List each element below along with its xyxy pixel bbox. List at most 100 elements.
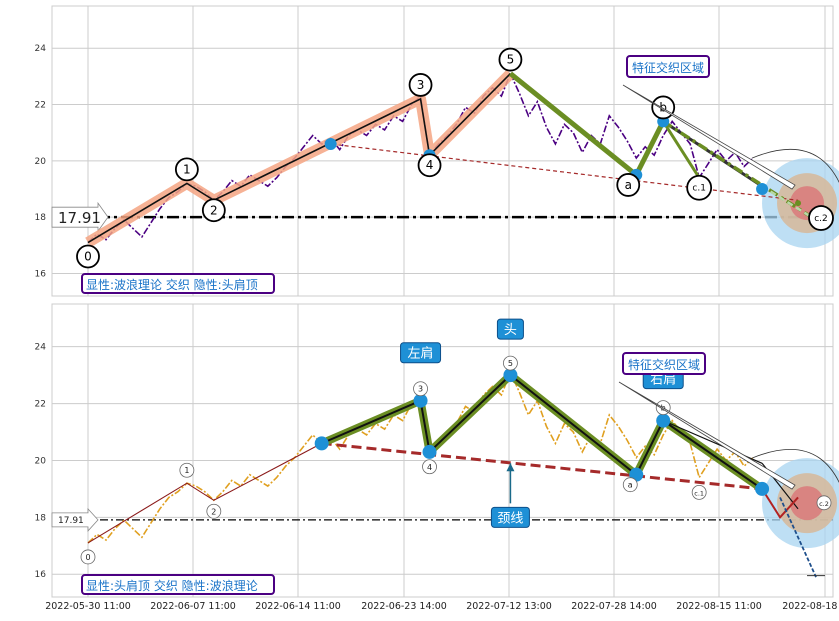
wave-label-circle (413, 381, 428, 397)
wave-label-text: c.2 (819, 500, 829, 508)
wave-label-text: 1 (183, 162, 191, 176)
wave-label-circle (408, 73, 433, 97)
bottom-panel: 161820222417.91012345abc.1c.2左肩头右肩颈线2022… (35, 303, 839, 612)
support-label-flag (51, 201, 109, 233)
hs-tail-line (761, 488, 799, 519)
zone-label-text: 特征交织区域 (628, 357, 700, 372)
wave-label-circle (808, 205, 834, 231)
legend-box (81, 273, 275, 294)
y-tick-label: 22 (35, 101, 46, 111)
y-tick-label: 16 (35, 570, 47, 580)
x-tick-label: 2022-08-15 11:00 (676, 601, 762, 612)
wave-label-text: a (625, 178, 632, 192)
neck-arrow-head (506, 463, 515, 472)
wave-label-circle (174, 157, 199, 182)
neck-label-box (490, 506, 530, 528)
wave-early-line (87, 442, 322, 544)
zone-arc (751, 449, 839, 484)
y-tick-label: 24 (35, 44, 47, 54)
y-tick-label: 20 (35, 157, 47, 167)
legend-box (81, 574, 275, 595)
hs-node-dot (314, 436, 329, 451)
legend-text: 显性:头肩顶 交织 隐性:波浪理论 (86, 578, 258, 593)
wave-label-text: 0 (84, 250, 92, 264)
hs-node-dot (503, 368, 518, 383)
top-panel: 16 18 20 22 24 17.91 0 1 2 3 4 5 a b c.1 c.2 特征交织区域显性:波浪… (35, 5, 839, 297)
y-tick-label: 18 (35, 513, 47, 523)
x-tick-label: 2022-07-28 14:00 (571, 601, 657, 612)
x-tick-label: 2022-06-23 14:00 (361, 601, 447, 612)
hs-node-dot (755, 481, 770, 496)
support-value-label: 17.91 (58, 209, 101, 227)
wave-c1-line (661, 120, 701, 179)
wave-label-text: 5 (507, 53, 515, 67)
wave-label-circle (80, 549, 96, 565)
x-tick-label: 2022-08-18 12:00 (782, 601, 839, 612)
wave-label-circle (422, 459, 437, 475)
wave-label-circle (76, 244, 100, 269)
x-tick-label: 2022-05-30 11:00 (45, 601, 131, 612)
zone-label-text: 特征交织区域 (632, 60, 704, 75)
wave-label-text: 3 (418, 385, 423, 394)
wave-label-text: c.1 (692, 184, 706, 194)
wave-end-dot (795, 200, 802, 207)
zone-pointer-arrow (622, 84, 796, 190)
wave-label-circle (616, 173, 641, 197)
wave-label-circle (417, 153, 442, 178)
wave-label-circle (691, 484, 707, 500)
zone-arc (751, 149, 839, 184)
wave-label-circle (686, 174, 713, 201)
support-label-flag (51, 507, 99, 532)
x-tick-label: 2022-07-12 13:00 (466, 601, 552, 612)
x-tick-label: 2022-06-07 11:00 (150, 601, 236, 612)
y-tick-label: 18 (35, 213, 47, 223)
plot-frame (51, 5, 834, 297)
wave-label-circle (816, 495, 832, 511)
wave-label-text: 4 (427, 463, 432, 472)
hs-name-text: 头 (504, 323, 517, 338)
y-tick-label: 16 (35, 269, 47, 279)
wave-label-text: 1 (184, 466, 189, 475)
x-tick-label: 2022-06-14 11:00 (255, 601, 341, 612)
wave-node-dot (324, 137, 337, 150)
hs-name-box (496, 318, 524, 340)
wave-impulse-line (87, 73, 511, 244)
wave-label-circle (201, 198, 226, 223)
hs-name-box (400, 342, 442, 364)
hs-node-dot (413, 393, 428, 408)
neckline (321, 441, 763, 491)
zone-pointer-arrow (618, 381, 796, 490)
zone-inner-circle (790, 486, 825, 521)
wave-label-text: c.1 (694, 489, 704, 497)
hs-node-dot (656, 413, 671, 428)
wave-label-circle (498, 47, 523, 72)
y-tick-label: 24 (35, 343, 47, 353)
wave-label-circle (179, 462, 195, 478)
zone-label-box (626, 55, 710, 78)
wave-node-dot (756, 183, 769, 196)
wave-label-text: 2 (211, 507, 216, 516)
y-tick-label: 22 (35, 400, 46, 410)
wave-label-text: 2 (210, 203, 218, 217)
hs-name-text: 左肩 (408, 346, 434, 362)
wave-label-circle (622, 477, 638, 493)
wave-label-text: c.2 (814, 214, 828, 224)
price-series-line (87, 370, 754, 544)
wave-label-text: 3 (417, 78, 425, 92)
wave-label-text: 4 (426, 158, 434, 172)
wave-label-text: b (659, 100, 667, 114)
legend-text: 显性:波浪理论 交织 隐性:头肩顶 (86, 277, 258, 292)
hs-target-line (779, 497, 817, 578)
wave-label-circle (206, 503, 222, 519)
wave-c2-dash (761, 185, 817, 222)
wave-label-text: 5 (508, 359, 513, 368)
wave-label-text: 0 (85, 553, 90, 562)
wave-label-text: a (628, 481, 633, 490)
support-value-label: 17.91 (58, 516, 84, 526)
hs-name-text: 右肩 (650, 372, 676, 388)
zone-label-box (622, 352, 706, 375)
neckline (330, 143, 799, 201)
y-tick-label: 20 (35, 456, 47, 466)
